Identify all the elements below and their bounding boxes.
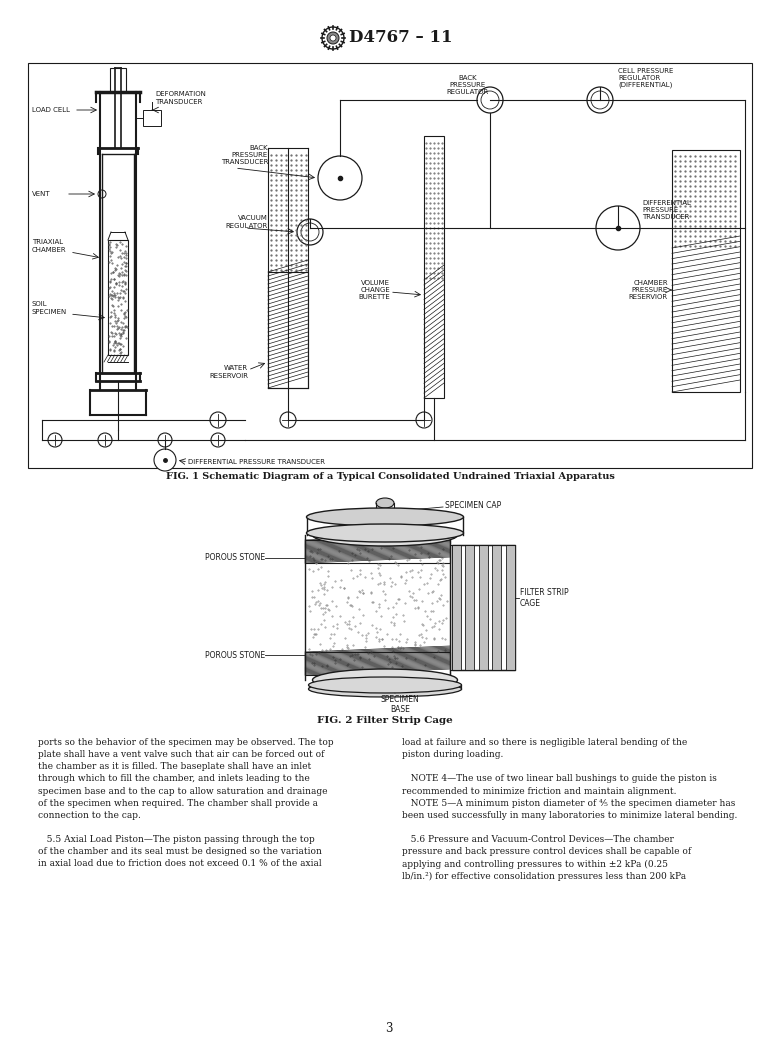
Text: FIG. 1 Schematic Diagram of a Typical Consolidated Undrained Triaxial Apparatus: FIG. 1 Schematic Diagram of a Typical Co… bbox=[166, 472, 615, 481]
Circle shape bbox=[48, 433, 62, 447]
Circle shape bbox=[154, 449, 176, 471]
Text: VACUUM
REGULATOR: VACUUM REGULATOR bbox=[226, 215, 268, 229]
Text: DIFFERENTIAL PRESSURE TRANSDUCER: DIFFERENTIAL PRESSURE TRANSDUCER bbox=[188, 459, 325, 465]
Bar bbox=[28, 64, 752, 468]
Text: ports so the behavior of the specimen may be observed. The top
plate shall have : ports so the behavior of the specimen ma… bbox=[38, 738, 334, 868]
Circle shape bbox=[330, 35, 336, 41]
Circle shape bbox=[322, 27, 344, 49]
Bar bbox=[452, 545, 461, 670]
Text: VOLUME
CHANGE
BURETTE: VOLUME CHANGE BURETTE bbox=[358, 280, 390, 300]
Text: SPECIMEN CAP: SPECIMEN CAP bbox=[445, 501, 501, 509]
Text: DEFORMATION
TRANSDUCER: DEFORMATION TRANSDUCER bbox=[155, 92, 206, 104]
Text: TRIAXIAL
CHAMBER: TRIAXIAL CHAMBER bbox=[32, 239, 67, 253]
Bar bbox=[108, 240, 128, 355]
Ellipse shape bbox=[309, 681, 461, 697]
Text: FILTER STRIP
CAGE: FILTER STRIP CAGE bbox=[520, 588, 569, 608]
Text: SOIL
SPECIMEN: SOIL SPECIMEN bbox=[32, 302, 67, 314]
Text: FIG. 2 Filter Strip Cage: FIG. 2 Filter Strip Cage bbox=[317, 716, 453, 725]
Bar bbox=[452, 545, 515, 670]
Ellipse shape bbox=[313, 669, 457, 691]
Bar bbox=[305, 652, 450, 675]
Circle shape bbox=[98, 191, 106, 198]
Text: DIFFERENTIAL
PRESSURE
TRANSDUCER: DIFFERENTIAL PRESSURE TRANSDUCER bbox=[642, 200, 691, 220]
Ellipse shape bbox=[307, 524, 464, 542]
Text: POROUS STONE: POROUS STONE bbox=[205, 651, 265, 660]
Text: CELL PRESSURE
REGULATOR
(DIFFERENTIAL): CELL PRESSURE REGULATOR (DIFFERENTIAL) bbox=[618, 68, 674, 88]
Text: SPECIMEN
BASE: SPECIMEN BASE bbox=[380, 695, 419, 714]
Circle shape bbox=[98, 433, 112, 447]
Text: BACK
PRESSURE
TRANSDUCER: BACK PRESSURE TRANSDUCER bbox=[221, 145, 268, 166]
Bar bbox=[506, 545, 515, 670]
Bar bbox=[465, 545, 475, 670]
Circle shape bbox=[587, 87, 613, 113]
Text: CHAMBER
PRESSURE
RESERVIOR: CHAMBER PRESSURE RESERVIOR bbox=[629, 280, 668, 300]
Circle shape bbox=[318, 156, 362, 200]
Circle shape bbox=[158, 433, 172, 447]
Bar bbox=[110, 68, 126, 92]
Circle shape bbox=[210, 412, 226, 428]
Circle shape bbox=[596, 206, 640, 250]
Text: load at failure and so there is negligible lateral bending of the
piston during : load at failure and so there is negligib… bbox=[402, 738, 738, 881]
Bar bbox=[305, 540, 450, 563]
Bar bbox=[672, 150, 740, 392]
Bar bbox=[268, 272, 308, 388]
Text: LOAD CELL: LOAD CELL bbox=[32, 107, 70, 113]
Ellipse shape bbox=[307, 508, 464, 526]
Bar bbox=[479, 545, 488, 670]
Circle shape bbox=[327, 32, 339, 44]
Bar bbox=[492, 545, 502, 670]
Text: WATER
RESERVOIR: WATER RESERVOIR bbox=[209, 365, 248, 379]
Ellipse shape bbox=[313, 524, 457, 545]
Circle shape bbox=[297, 219, 323, 245]
Circle shape bbox=[477, 87, 503, 113]
Text: D4767 – 11: D4767 – 11 bbox=[349, 29, 453, 47]
Text: 3: 3 bbox=[385, 1021, 393, 1035]
Circle shape bbox=[280, 412, 296, 428]
Circle shape bbox=[211, 433, 225, 447]
Ellipse shape bbox=[376, 498, 394, 508]
Ellipse shape bbox=[309, 677, 461, 693]
Text: VENT: VENT bbox=[32, 191, 51, 197]
Bar bbox=[424, 136, 444, 398]
Circle shape bbox=[416, 412, 432, 428]
Bar bbox=[143, 110, 161, 126]
Text: POROUS STONE: POROUS STONE bbox=[205, 554, 265, 562]
Text: BACK
PRESSURE
REGULATOR: BACK PRESSURE REGULATOR bbox=[447, 75, 489, 95]
Bar bbox=[268, 272, 308, 388]
